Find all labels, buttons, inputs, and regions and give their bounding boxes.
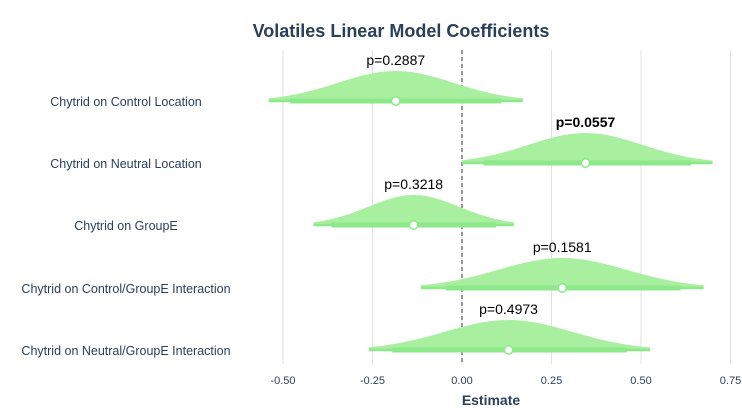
x-tick-label: 0.50 <box>630 375 651 387</box>
y-category-label: Chytrid on Control Location <box>50 95 202 109</box>
density-curve <box>462 133 713 163</box>
point-estimate <box>503 345 514 355</box>
coefficient-marks: p=0.2887 p=0.0557 p=0.3218 p=0.1581 p=0.4973 <box>268 52 713 355</box>
p-value-label: p=0.0557 <box>556 114 616 130</box>
p-value-label: p=0.4973 <box>479 301 538 317</box>
y-category-label: Chytrid on Control/GroupE Interaction <box>21 282 230 296</box>
p-value-label: p=0.2887 <box>366 52 425 68</box>
x-tick-label: 0.00 <box>451 375 472 387</box>
x-axis-title: Estimate <box>462 392 521 408</box>
x-tick-label: -0.25 <box>360 375 385 387</box>
y-category-label: Chytrid on Neutral/GroupE Interaction <box>21 344 230 358</box>
density-curve <box>420 258 704 288</box>
density-curve <box>313 195 514 225</box>
point-estimate <box>580 158 591 168</box>
p-value-label: p=0.1581 <box>533 239 592 255</box>
y-category-label: Chytrid on Neutral Location <box>50 157 202 171</box>
x-tick-label: -0.50 <box>270 375 295 387</box>
y-category-label: Chytrid on GroupE <box>74 219 178 233</box>
y-axis: Chytrid on Control Location Chytrid on Ne… <box>21 95 230 358</box>
x-tick-label: 0.25 <box>541 375 562 387</box>
density-curve <box>268 71 523 101</box>
x-tick-label: 0.75 <box>720 375 741 387</box>
chart-title: Volatiles Linear Model Coefficients <box>253 21 550 41</box>
point-estimate <box>557 283 568 293</box>
point-estimate <box>408 220 419 230</box>
x-axis: -0.50 -0.25 0.00 0.25 0.50 0.75 <box>270 375 741 387</box>
p-value-label: p=0.3218 <box>384 176 443 192</box>
density-curve <box>368 320 650 350</box>
point-estimate <box>390 96 401 106</box>
